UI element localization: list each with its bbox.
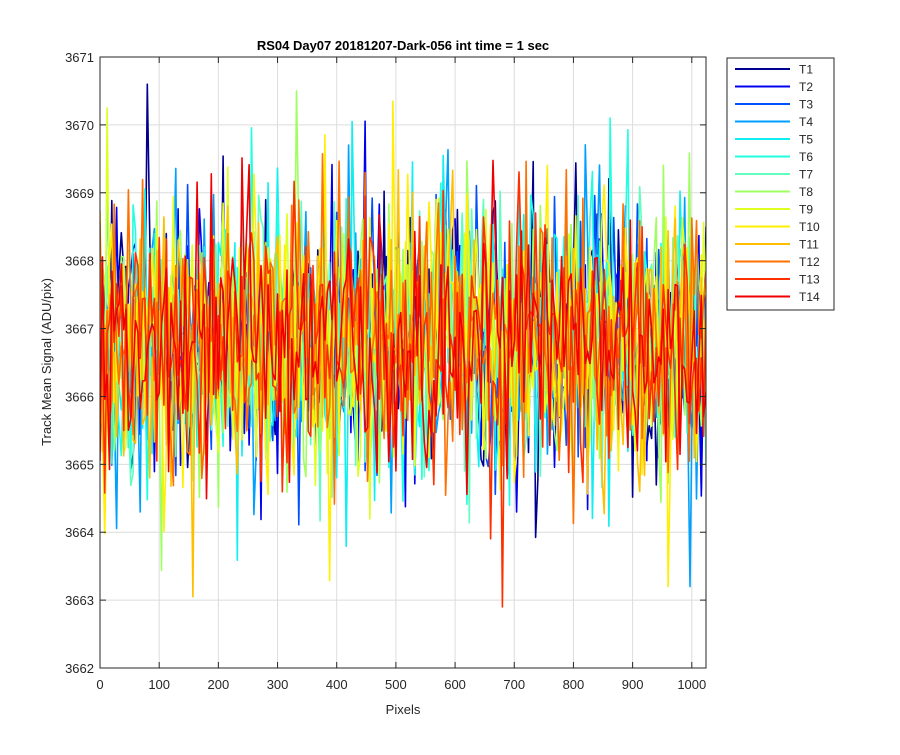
x-tick-label: 400 [326,677,348,692]
legend-label: T12 [799,255,820,269]
series-line-t13[interactable] [100,171,706,608]
legend-item-t8[interactable]: T8 [735,185,813,199]
y-tick-label: 3663 [65,593,94,608]
legend-item-t3[interactable]: T3 [735,98,813,112]
legend-label: T2 [799,80,813,94]
axes-frame [99,56,707,669]
series-lines[interactable] [100,83,706,608]
y-tick-label: 3670 [65,118,94,133]
legend-box [726,57,835,311]
y-tick-label: 3664 [65,525,94,540]
legend-item-t13[interactable]: T13 [735,273,820,287]
legend-item-t4[interactable]: T4 [735,115,813,129]
legend-label: T11 [799,238,819,252]
x-ticks: 0 100 200 300 400 500 600 700 800 900 1000 [96,57,706,692]
y-ticks: 3662 3663 3664 3665 3666 3667 3668 3669 3670 3671 [65,50,706,676]
legend-item-t6[interactable]: T6 [735,150,813,164]
legend-label: T5 [799,133,813,147]
series-line-t10[interactable] [100,100,706,588]
legend-item-t5[interactable]: T5 [735,133,813,147]
x-tick-label: 900 [622,677,644,692]
legend-item-t10[interactable]: T10 [735,220,820,234]
legend-label: T4 [799,115,813,129]
x-tick-label: 700 [503,677,525,692]
legend-label: T6 [799,150,813,164]
x-tick-label: 100 [148,677,170,692]
y-tick-label: 3662 [65,661,94,676]
x-tick-label: 800 [563,677,585,692]
series-line-t14[interactable] [100,157,706,500]
legend-item-t2[interactable]: T2 [735,80,813,94]
x-tick-label: 1000 [677,677,706,692]
legend-label: T8 [799,185,813,199]
legend-label: T1 [799,63,813,77]
legend-item-t14[interactable]: T14 [735,290,820,304]
x-tick-label: 500 [385,677,407,692]
series-line-t12[interactable] [100,153,706,525]
series-line-t11[interactable] [100,169,706,598]
x-tick-label: 200 [208,677,230,692]
legend-label: T9 [799,203,813,217]
legend-label: T7 [799,168,813,182]
legend-label: T13 [799,273,820,287]
legend-item-t12[interactable]: T12 [735,255,820,269]
y-tick-label: 3666 [65,389,94,404]
axes-box [99,56,707,669]
legend-item-t1[interactable]: T1 [735,63,813,77]
x-tick-label: 0 [96,677,103,692]
y-tick-label: 3668 [65,254,94,269]
y-tick-label: 3669 [65,186,94,201]
legend-label: T14 [799,290,820,304]
legend-item-t9[interactable]: T9 [735,203,813,217]
legend-label: T3 [799,98,813,112]
y-axis-label: Track Mean Signal (ADU/pix) [39,278,54,446]
y-tick-label: 3665 [65,457,94,472]
legend[interactable]: T1 T2 T3 T4 T5 T6 T7 T8 T9 T10 T11 T12 T13 T14 [726,57,835,311]
legend-item-t11[interactable]: T11 [735,238,819,252]
legend-item-t7[interactable]: T7 [735,168,813,182]
x-tick-label: 600 [444,677,466,692]
x-axis-label: Pixels [386,702,421,717]
y-tick-label: 3667 [65,322,94,337]
x-tick-label: 300 [267,677,289,692]
legend-label: T10 [799,220,820,234]
chart-title: RS04 Day07 20181207-Dark-056 int time = … [257,38,549,53]
y-tick-label: 3671 [65,50,94,65]
